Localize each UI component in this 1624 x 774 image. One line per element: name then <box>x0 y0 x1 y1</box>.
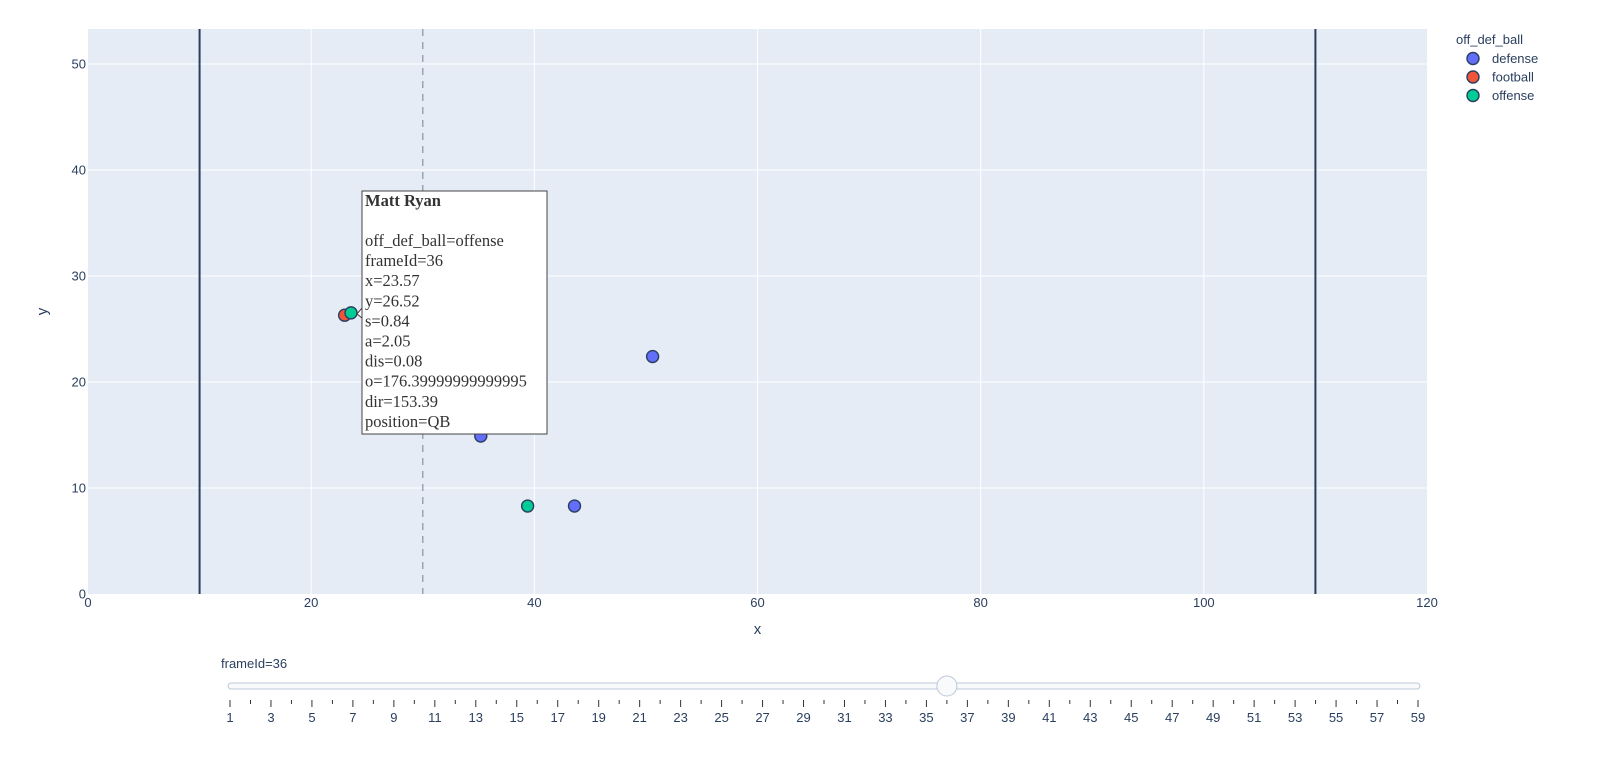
hover-title: Matt Ryan <box>365 191 441 210</box>
slider-tick-label: 39 <box>1001 710 1015 725</box>
point-defense[interactable] <box>645 349 660 364</box>
y-tick-label: 20 <box>72 374 86 389</box>
point-offense[interactable] <box>344 306 358 320</box>
hover-field: frameId=36 <box>365 251 443 270</box>
x-tick-label: 120 <box>1416 595 1438 610</box>
x-axis-title: x <box>754 621 762 638</box>
scatter-points[interactable] <box>337 306 660 513</box>
hover-box <box>361 190 548 435</box>
hover-field: dir=153.39 <box>365 392 438 411</box>
y-tick-label: 50 <box>72 56 86 71</box>
y-tick-label: 10 <box>72 480 86 495</box>
slider-tick-label: 13 <box>469 710 483 725</box>
legend-marker-football[interactable] <box>1466 70 1480 84</box>
reference-lines <box>198 29 1317 594</box>
x-tick-label: 80 <box>973 595 987 610</box>
slider-tick-label: 29 <box>796 710 810 725</box>
legend-label-offense[interactable]: offense <box>1492 88 1534 103</box>
x-tick-label: 60 <box>750 595 764 610</box>
slider-tick-label: 43 <box>1083 710 1097 725</box>
y-tick-label: 30 <box>72 268 86 283</box>
hover-field: dis=0.08 <box>365 352 422 371</box>
slider-tick-label: 59 <box>1411 710 1425 725</box>
slider-tick-label: 53 <box>1288 710 1302 725</box>
slider-tick-label: 57 <box>1370 710 1384 725</box>
hover-field: o=176.39999999999995 <box>365 372 527 391</box>
legend-marker-offense[interactable] <box>1466 88 1480 103</box>
axis-tick-labels: 0 20 40 60 80 100 120 0 10 20 30 40 50 <box>72 56 1438 610</box>
slider-tick-label: 49 <box>1206 710 1220 725</box>
slider-tick-label: 45 <box>1124 710 1138 725</box>
slider-handle[interactable] <box>936 675 958 697</box>
slider-tick-label: 23 <box>673 710 687 725</box>
slider-tick-label: 55 <box>1329 710 1343 725</box>
hover-tooltip: Matt Ryan off_def_ball=offenseframeId=36x… <box>356 190 548 435</box>
slider-tick-label: 1 <box>226 710 233 725</box>
y-axis-title: y <box>34 307 51 315</box>
hover-field: s=0.84 <box>365 311 410 330</box>
slider-tick-label: 11 <box>428 710 442 725</box>
slider-tick-label: 21 <box>632 710 646 725</box>
x-tick-label: 0 <box>84 595 91 610</box>
y-tick-label: 40 <box>72 162 86 177</box>
hover-field: x=23.57 <box>365 271 420 290</box>
legend-label-football[interactable]: football <box>1492 70 1534 85</box>
y-tick-label: 0 <box>79 587 86 602</box>
slider-track[interactable] <box>227 682 1421 690</box>
slider-tick-label: 17 <box>550 710 564 725</box>
slider-tick-label: 37 <box>960 710 974 725</box>
slider-tick-label: 7 <box>349 710 356 725</box>
slider-tick-label: 33 <box>878 710 892 725</box>
slider-tick-label: 41 <box>1042 710 1056 725</box>
x-tick-label: 40 <box>527 595 541 610</box>
point-defense[interactable] <box>567 499 582 513</box>
legend-title: off_def_ball <box>1456 32 1523 47</box>
legend-marker-defense[interactable] <box>1466 51 1480 66</box>
slider-tick-label: 47 <box>1165 710 1179 725</box>
slider-tick-label: 15 <box>510 710 524 725</box>
frame-slider[interactable]: frameId=36 1 3 5 7 9 11 13 15 17 19 21 23 25 27 29 31 33… <box>221 656 1425 725</box>
hover-field: y=26.52 <box>365 291 420 310</box>
point-offense[interactable] <box>520 499 535 513</box>
slider-tick-label: 5 <box>308 710 315 725</box>
hover-field: off_def_ball=offense <box>365 231 504 250</box>
hover-field: a=2.05 <box>365 332 411 351</box>
slider-tick-label: 3 <box>267 710 274 725</box>
slider-tick-label: 9 <box>390 710 397 725</box>
slider-current-value-label: frameId=36 <box>221 656 287 671</box>
slider-tick-label: 19 <box>591 710 605 725</box>
legend-label-defense[interactable]: defense <box>1492 51 1538 66</box>
hover-field: position=QB <box>365 412 450 431</box>
slider-tick-label: 31 <box>837 710 851 725</box>
x-tick-label: 100 <box>1193 595 1215 610</box>
slider-tick-label: 35 <box>919 710 933 725</box>
slider-tick-label: 27 <box>755 710 769 725</box>
slider-tick-label: 51 <box>1247 710 1261 725</box>
x-tick-label: 20 <box>304 595 318 610</box>
legend[interactable]: off_def_ball defense football offense <box>1456 32 1538 103</box>
slider-tick-label: 25 <box>714 710 728 725</box>
